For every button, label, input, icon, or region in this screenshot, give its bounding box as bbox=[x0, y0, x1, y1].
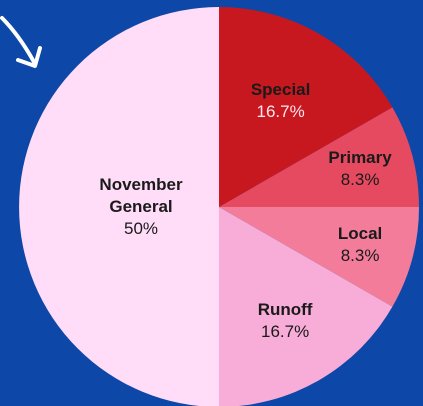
category-label: Runoff bbox=[257, 300, 313, 320]
value-label: 16.7% bbox=[256, 101, 305, 121]
arrow bbox=[0, 16, 36, 64]
value-label: 8.3% bbox=[340, 245, 380, 265]
value-label: 8.3% bbox=[340, 170, 380, 190]
slice-label: Runoff 16.7% bbox=[225, 299, 345, 343]
category-label: Primary bbox=[328, 148, 392, 168]
slice-label: November General 50% bbox=[86, 174, 196, 240]
slice-label: Local 8.3% bbox=[300, 223, 420, 267]
pie-slice bbox=[219, 7, 393, 207]
slice-label: Primary 8.3% bbox=[300, 147, 420, 191]
category-label: Special bbox=[250, 79, 311, 99]
value-label: 16.7% bbox=[261, 322, 310, 342]
value-label: 50% bbox=[123, 219, 159, 238]
pie-slice bbox=[219, 107, 419, 207]
pie-slice bbox=[219, 207, 419, 307]
arrow-head bbox=[16, 46, 42, 68]
pie-slice bbox=[19, 7, 219, 406]
pie-slice bbox=[219, 207, 393, 406]
slice-label: Special 16.7% bbox=[221, 79, 341, 123]
category-label: November General bbox=[99, 175, 183, 216]
category-label: Local bbox=[337, 223, 383, 243]
